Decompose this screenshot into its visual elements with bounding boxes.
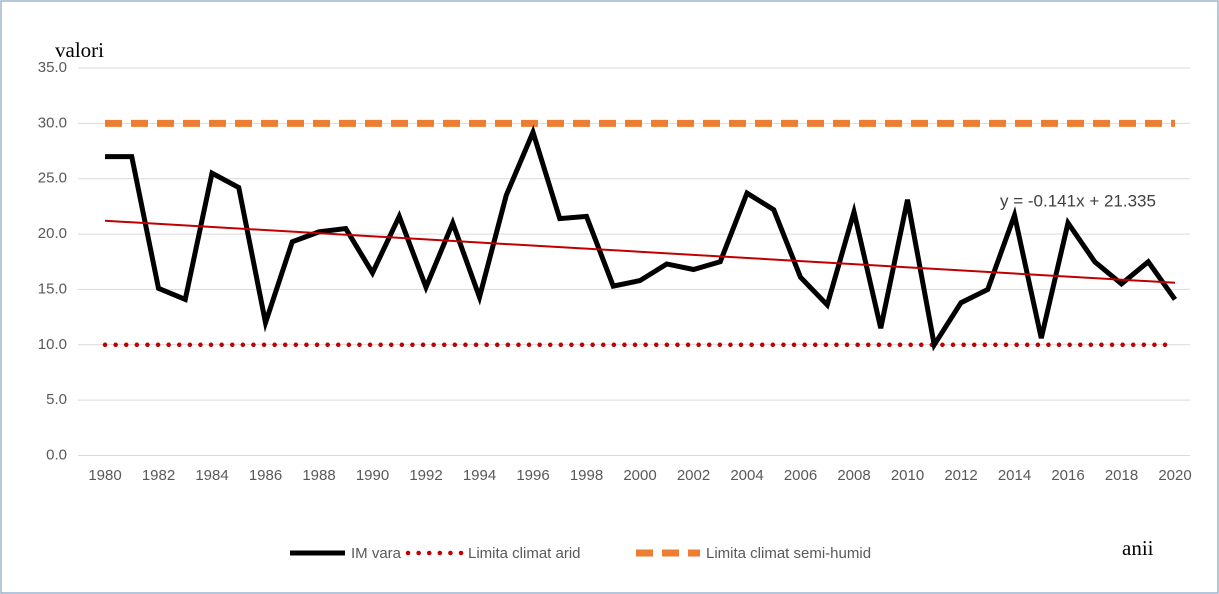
trend-annotation: y = -0.141x + 21.335 bbox=[1000, 191, 1156, 210]
x-tick-label: 1996 bbox=[516, 467, 549, 484]
y-tick-label: 35.0 bbox=[38, 59, 67, 76]
y-tick-label: 20.0 bbox=[38, 225, 67, 242]
x-tick-label: 2000 bbox=[623, 467, 656, 484]
x-tick-label: 2018 bbox=[1105, 467, 1138, 484]
legend-label: Limita climat semi-humid bbox=[706, 545, 871, 562]
x-tick-label: 2016 bbox=[1051, 467, 1084, 484]
x-tick-label: 1992 bbox=[409, 467, 442, 484]
x-tick-label: 2006 bbox=[784, 467, 817, 484]
y-tick-label: 5.0 bbox=[46, 391, 67, 408]
y-axis-label: valori bbox=[55, 38, 104, 62]
x-tick-label: 1994 bbox=[463, 467, 496, 484]
series-line bbox=[105, 124, 1178, 352]
x-tick-label: 1984 bbox=[195, 467, 228, 484]
x-tick-label: 1988 bbox=[302, 467, 335, 484]
x-tick-label: 1990 bbox=[356, 467, 389, 484]
x-tick-label: 2004 bbox=[730, 467, 763, 484]
x-tick-label: 1980 bbox=[88, 467, 121, 484]
trend-line bbox=[104, 219, 1176, 284]
x-tick-label: 2008 bbox=[837, 467, 870, 484]
x-tick-label: 1982 bbox=[142, 467, 175, 484]
y-tick-label: 15.0 bbox=[38, 280, 67, 297]
legend-label: Limita climat arid bbox=[468, 545, 581, 562]
x-tick-label: 1986 bbox=[249, 467, 282, 484]
x-axis-label: anii bbox=[1122, 536, 1154, 560]
x-tick-label: 2014 bbox=[998, 467, 1031, 484]
x-tick-label: 2002 bbox=[677, 467, 710, 484]
legend-label: IM vara bbox=[351, 545, 402, 562]
y-tick-label: 30.0 bbox=[38, 114, 67, 131]
y-tick-label: 10.0 bbox=[38, 336, 67, 353]
x-tick-label: 2020 bbox=[1158, 467, 1191, 484]
x-tick-label: 2010 bbox=[891, 467, 924, 484]
x-tick-label: 1998 bbox=[570, 467, 603, 484]
x-tick-label: 2012 bbox=[944, 467, 977, 484]
y-tick-label: 0.0 bbox=[46, 446, 67, 463]
y-tick-label: 25.0 bbox=[38, 170, 67, 187]
